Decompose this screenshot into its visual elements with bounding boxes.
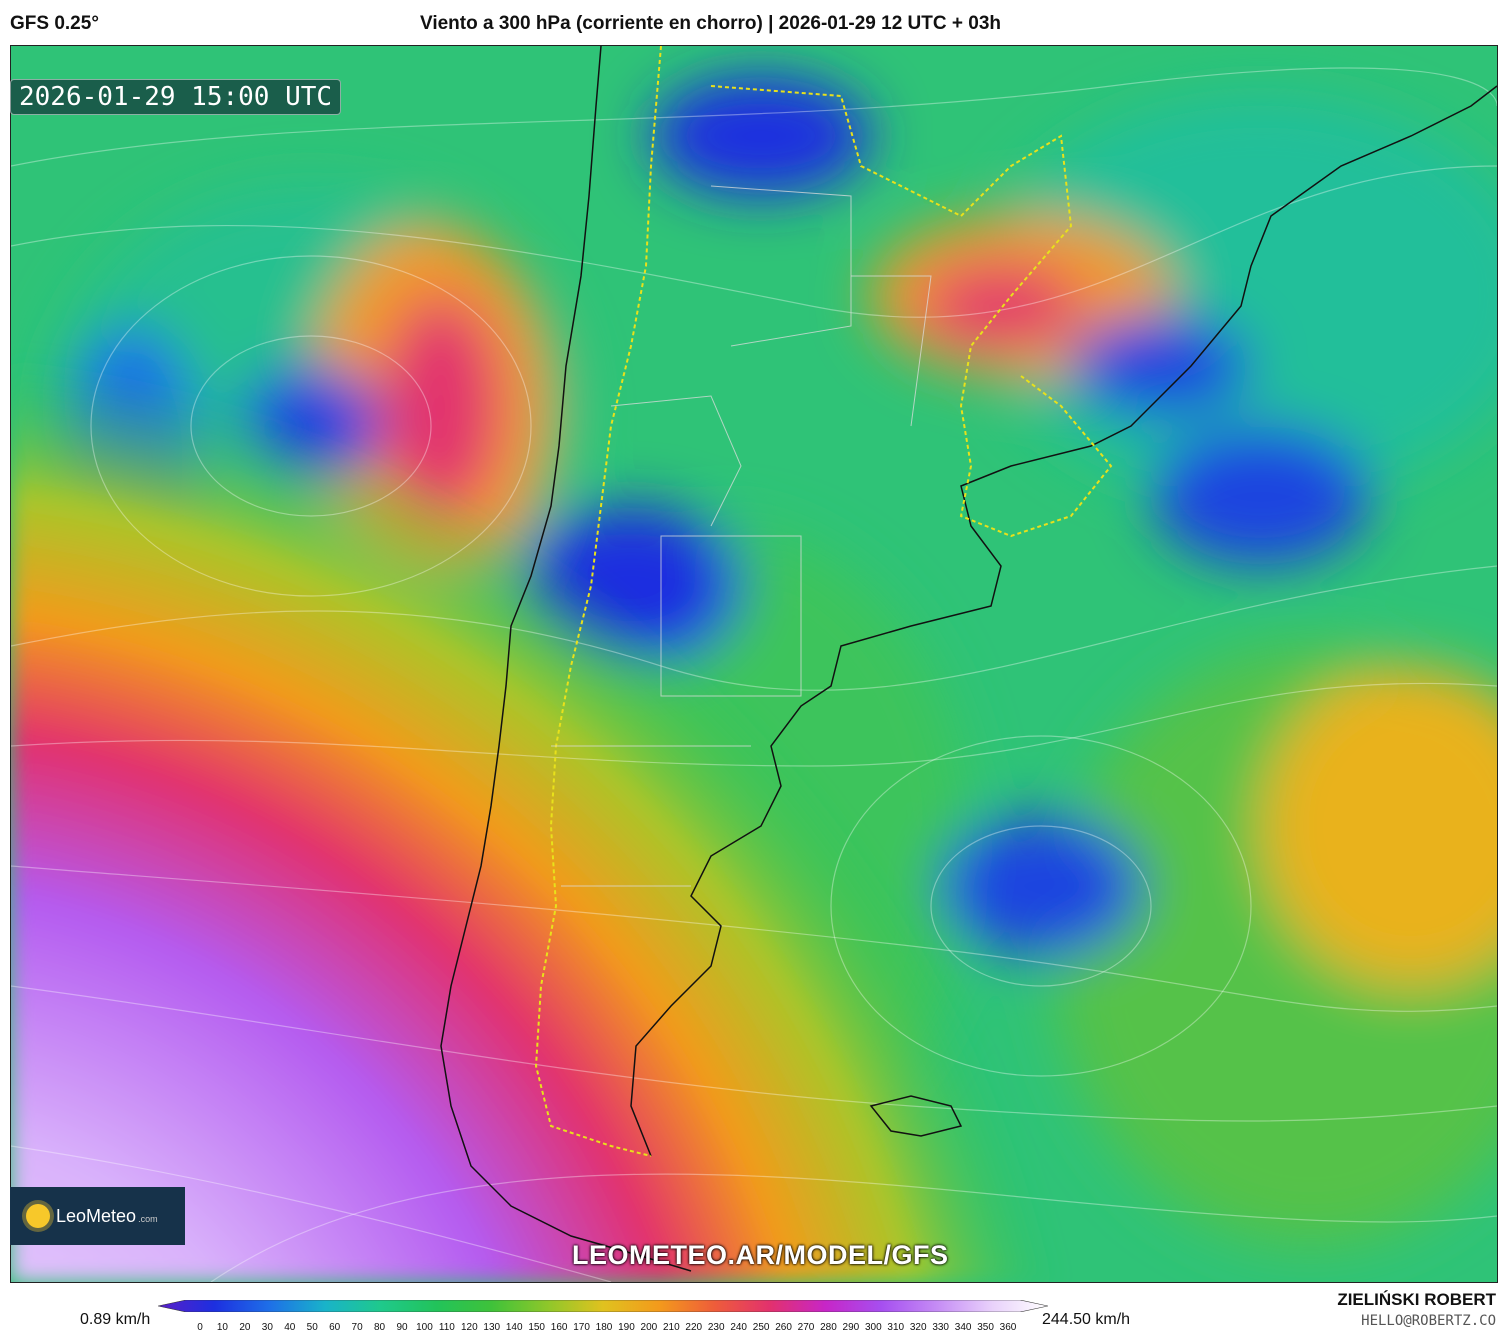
author-name: ZIELIŃSKI ROBERT [1337,1290,1496,1309]
logo-suffix: .com [138,1214,158,1224]
colorbar-max-label: 244.50 km/h [1042,1311,1131,1328]
colorbar-tick-label: 220 [685,1322,703,1333]
source-watermark: LEOMETEO.AR/MODEL/GFS [572,1240,949,1270]
sun-icon [26,1204,50,1228]
colorbar-tick-label: 60 [329,1322,341,1333]
model-label: GFS 0.25° [10,13,99,34]
colorbar-tick-label: 80 [373,1322,386,1333]
colorbar-tick-label: 350 [977,1322,994,1333]
colorbar-tick-label: 190 [618,1322,635,1333]
coastline [440,46,1497,1272]
colorbar-tick-label: 240 [730,1322,747,1333]
colorbar-tick-label: 0 [197,1322,203,1333]
map-title: Viento a 300 hPa (corriente en chorro) |… [420,13,1002,34]
wind-speed-field [11,46,1497,1282]
colorbar-tick-label: 180 [595,1322,613,1333]
colorbar-tick-label: 200 [640,1322,658,1333]
colorbar-tick-label: 170 [573,1322,590,1333]
valid-time-badge: 2026-01-29 15:00 UTC [10,79,342,115]
colorbar-tick-label: 300 [864,1322,882,1333]
colorbar-tick-label: 20 [239,1322,251,1333]
colorbar-tick-label: 320 [909,1322,927,1333]
colorbar-tick-label: 230 [707,1322,725,1333]
colorbar-tick-label: 10 [216,1322,228,1333]
colorbar-tick-label: 250 [752,1322,770,1333]
colorbar-tick-label: 280 [820,1322,837,1333]
colorbar-tick-label: 330 [932,1322,949,1333]
colorbar-tick-label: 310 [887,1322,905,1333]
streamlines [11,67,1497,1282]
colorbar-ticks: 0 10 20 30 40 50 60 70 80 90 100 110 120 130 140 150 160… [158,1322,1048,1338]
colorbar-tick-label: 100 [416,1322,433,1333]
colorbar-tick-label: 150 [528,1322,545,1333]
colorbar-tick-label: 120 [460,1322,478,1333]
colorbar-tick-label: 340 [954,1322,972,1333]
logo-name: LeoMeteo [56,1205,137,1226]
colorbar-tick-label: 260 [775,1322,792,1333]
colorbar-tick-label: 40 [284,1322,296,1333]
colorbar-tick-label: 70 [351,1322,363,1333]
country-border [534,46,1113,1157]
colorbar [158,1300,1048,1312]
colorbar-tick-label: 50 [306,1322,318,1333]
wind-map [10,45,1498,1283]
colorbar-tick-label: 130 [483,1322,501,1333]
colorbar-tick-label: 140 [505,1322,523,1333]
leometeo-logo[interactable]: LeoMeteo .com [10,1187,185,1245]
colorbar-tick-label: 290 [842,1322,860,1333]
colorbar-tick-label: 210 [662,1322,680,1333]
colorbar-min-label: 0.89 km/h [80,1311,151,1328]
colorbar-tick-label: 110 [438,1322,455,1333]
author-email: HELLO@ROBERTZ.CO [1361,1313,1496,1329]
colorbar-tick-label: 90 [396,1322,408,1333]
colorbar-tick-label: 160 [550,1322,568,1333]
colorbar-tick-label: 30 [261,1322,273,1333]
province-borders [551,185,932,887]
colorbar-tick-label: 270 [797,1322,815,1333]
colorbar-tick-label: 360 [999,1322,1017,1333]
